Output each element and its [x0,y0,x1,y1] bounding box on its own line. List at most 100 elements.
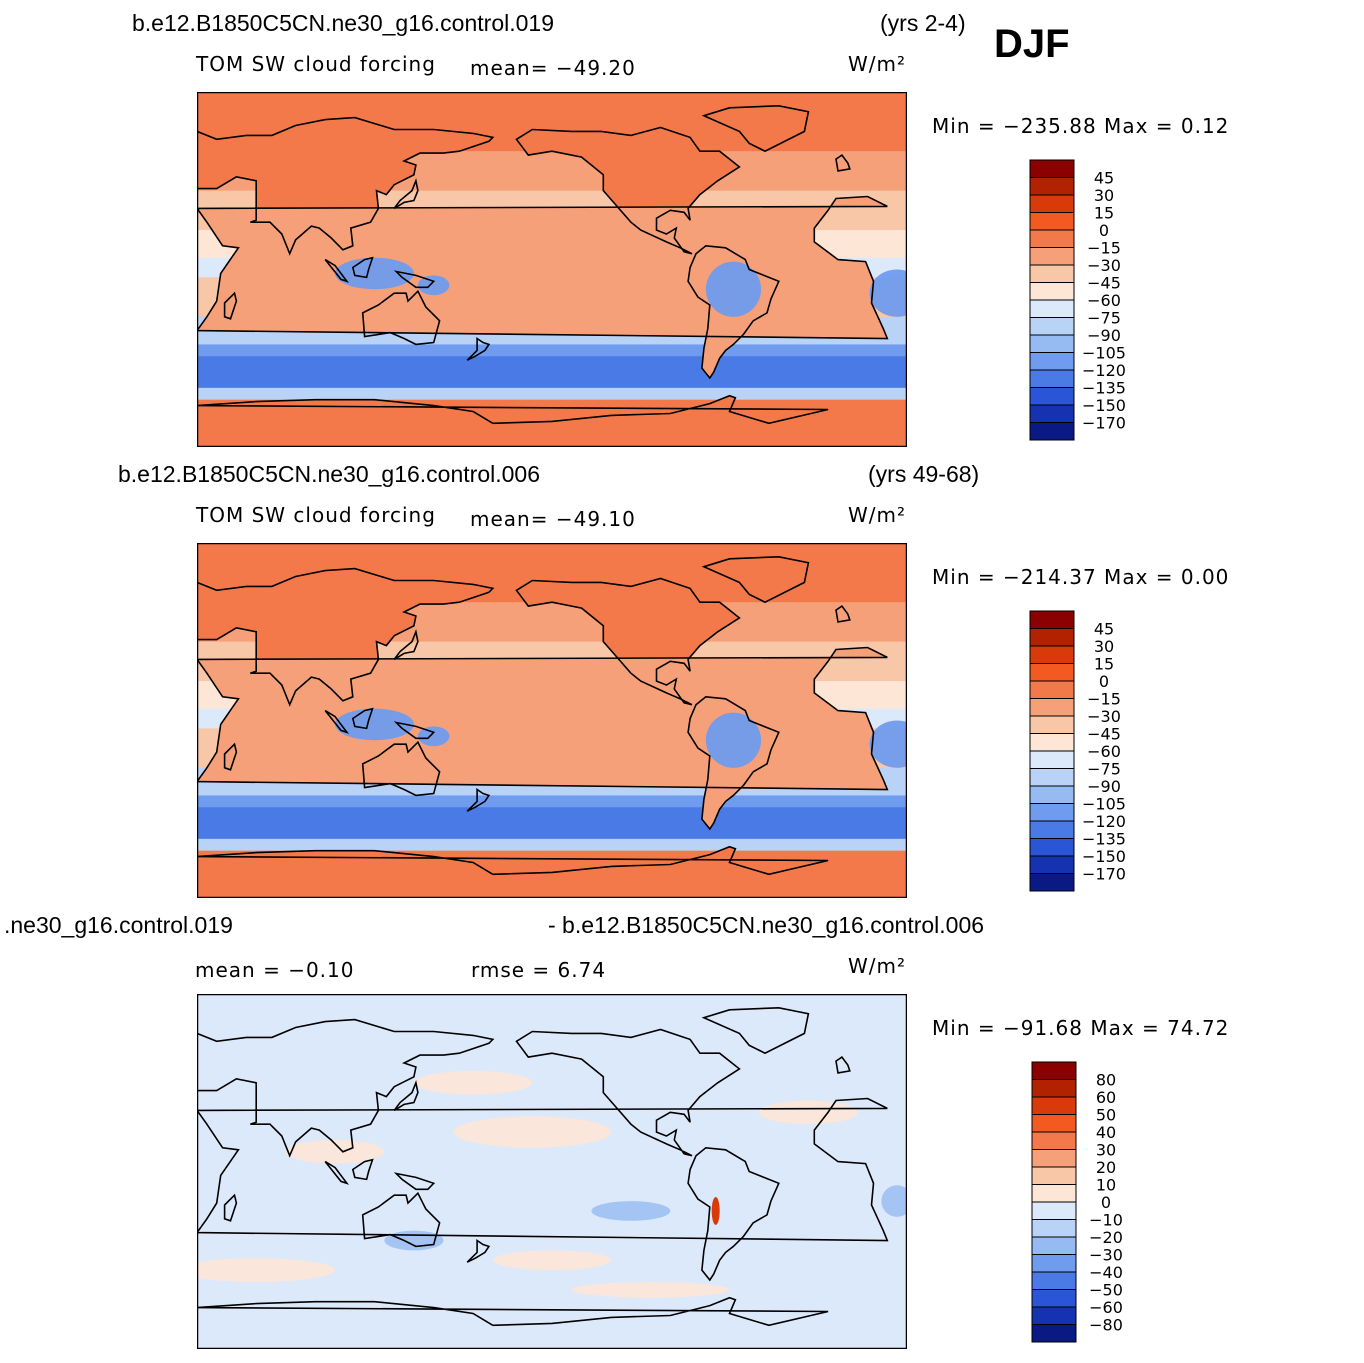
coastline-greenland [701,555,810,604]
colorbar-tick-label: 60 [1096,1088,1116,1107]
coastline-uk [835,605,851,623]
coastline-borneo [351,256,374,279]
field-band [197,645,907,650]
coastline-borneo [351,1158,374,1181]
anomaly-patch [413,1070,533,1095]
colorbar-tick-label: 0 [1101,1193,1111,1212]
field-band [197,186,907,192]
map-panel-2 [197,543,907,898]
field-band [197,360,907,365]
colorbar-box [1031,1289,1077,1308]
map-frame [197,994,907,1349]
convective-region [869,269,907,317]
coastline-madagascar [223,742,238,771]
field-band [197,391,907,397]
panel3-minmax: Min = −91.68 Max = 74.72 [932,1016,1230,1040]
colorbar-tick-label: −15 [1087,239,1121,258]
colorbar-box [1029,229,1075,248]
colorbar-tick-label: 30 [1094,186,1114,205]
colorbar-1: 4530150−15−30−45−60−75−90−105−120−135−15… [1029,159,1126,441]
land-fill [703,556,809,603]
convective-region [705,712,762,768]
field-band [197,807,907,812]
colorbar-tick-label: −60 [1087,742,1121,761]
season-label: DJF [994,22,1070,66]
field-band [197,159,907,164]
colorbar-tick-label: −40 [1089,1263,1123,1282]
field-band [197,194,907,199]
panel3-mean: mean = −0.10 [195,958,355,982]
panel1-case-name: b.e12.B1850C5CN.ne30_g16.control.019 [132,10,554,36]
field-band [197,606,907,611]
colorbar-box [1031,1184,1077,1203]
colorbar-tick-label: −150 [1082,847,1126,866]
colorbar-tick-label: −80 [1089,1316,1123,1335]
colorbar-tick-label: 15 [1094,204,1114,223]
coastline-sumatra [324,709,350,734]
stratocumulus-region [741,671,797,691]
colorbar-box [1029,177,1075,196]
coastline-africa [197,1097,889,1242]
field-band [197,368,907,373]
coastline-samerica [687,244,780,380]
andes-anomaly [711,1196,720,1225]
field-band [197,364,907,369]
field-band [197,399,907,405]
field-band [197,641,907,647]
colorbar-tick-label: 0 [1099,221,1109,240]
colorbar-box [1031,1271,1077,1290]
colorbar-box [1031,1236,1077,1255]
field-band [197,95,907,101]
field-band [197,443,907,447]
colorbar-box [1029,404,1075,423]
coastline-australia [361,1191,441,1248]
field-band [197,874,907,879]
colorbar-tick-label: −60 [1089,1298,1123,1317]
field-band [197,795,907,800]
panel3-case-right: - b.e12.B1850C5CN.ne30_g16.control.006 [548,912,985,938]
field-band [197,431,907,436]
colorbar-box [1029,610,1075,629]
coastline-eurasia [197,567,495,707]
colorbar-box [1029,750,1075,769]
coastline-japan [393,1080,419,1112]
field-band [197,846,907,852]
colorbar-tick-label: −45 [1087,725,1121,744]
coastline-greenland [701,1006,810,1055]
field-band [197,653,907,658]
field-band [197,379,907,385]
coastline-japan [393,178,419,210]
field-band [197,151,907,156]
field-band [197,894,907,898]
panel3-rmse: rmse = 6.74 [471,958,607,982]
colorbar-box [1029,855,1075,874]
colorbar-tick-label: −30 [1087,256,1121,275]
coastline-samerica [687,1146,780,1282]
colorbar-box [1031,1306,1077,1325]
field-band [197,92,907,97]
field-band [197,198,907,203]
colorbar-box [1029,369,1075,388]
field-band [197,834,907,840]
field-band [197,566,907,572]
field-band [197,850,907,856]
colorbar-box [1029,873,1075,892]
anomaly-patch [453,1116,612,1148]
field-band [197,890,907,895]
colorbar-tick-label: 30 [1094,637,1114,656]
colorbar-tick-label: −120 [1082,812,1126,831]
panel3-case-left: .ne30_g16.control.019 [4,912,233,938]
field-band [197,819,907,824]
field-band [197,621,907,627]
panel2-units: W/m² [848,503,907,527]
panel2-years: (yrs 49-68) [868,461,980,487]
colorbar-tick-label: −75 [1087,760,1121,779]
field-band [197,190,907,196]
panel3-units: W/m² [848,954,907,978]
convective-region [705,261,762,317]
colorbar-box [1029,352,1075,371]
map-panel-3 [197,994,907,1349]
colorbar-tick-label: −105 [1082,344,1126,363]
field-band [197,170,907,176]
anomaly-patch [285,1139,385,1164]
